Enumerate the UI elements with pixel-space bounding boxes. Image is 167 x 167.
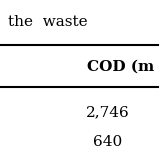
Text: COD (m: COD (m xyxy=(87,60,154,74)
Text: 2,746: 2,746 xyxy=(86,105,129,119)
Text: the  waste: the waste xyxy=(8,15,88,29)
Text: 640: 640 xyxy=(93,135,122,149)
